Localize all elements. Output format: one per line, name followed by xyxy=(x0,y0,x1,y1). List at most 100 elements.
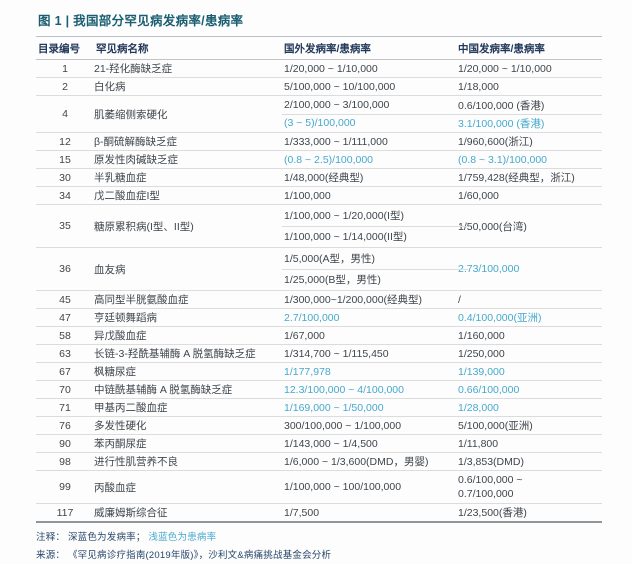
catalog-number: 67 xyxy=(59,365,71,378)
china-rate-cell: 1/960,600(浙江) xyxy=(456,134,602,149)
foreign-rate-cell: 1/5,000(A型，男性) 1/25,000(B型，男性) xyxy=(282,248,456,290)
disease-name: 长链-3-羟酰基辅酶 A 脱氢酶缺乏症 xyxy=(94,348,256,360)
disease-name: 戊二酸血症I型 xyxy=(94,190,160,202)
china-rate-cell: 1/139,000 xyxy=(456,366,602,378)
header-disease-name: 罕见病名称 xyxy=(96,42,149,55)
rate-value: 1/314,700 ~ 1/115,450 xyxy=(284,347,389,360)
china-rate-cell: 1/160,000 xyxy=(456,330,602,342)
table-row: 67 枫糖尿症 1/177,978 1/139,000 xyxy=(36,363,602,381)
foreign-rate-cell: 5/100,000 ~ 10/100,000 xyxy=(282,81,456,93)
disease-name: 高同型半胱氨酸血症 xyxy=(94,294,189,306)
disease-name: 亨廷顿舞蹈病 xyxy=(94,312,157,324)
catalog-number: 71 xyxy=(59,401,71,414)
disease-name: 丙酸血症 xyxy=(94,481,136,494)
figure-title: 图 1 | 我国部分罕见病发病率/患病率 xyxy=(38,14,244,28)
rate-value: 1/48,000(经典型) xyxy=(284,172,364,184)
china-rate-cell: 1/759,428(经典型，浙江) xyxy=(456,170,602,185)
disease-name: 异戊酸血症 xyxy=(94,330,147,342)
rate-value: 2.73/100,000 xyxy=(458,263,520,275)
china-rate-cell: / xyxy=(456,294,602,306)
rate-value: (0.8 ~ 3.1)/100,000 xyxy=(458,153,548,166)
rate-value: 2/100,000 ~ 3/100,000 xyxy=(284,99,390,111)
rate-value: 0.6/100,000 (香港) xyxy=(458,99,545,112)
rate-value: 300/100,000 ~ 1/100,000 xyxy=(284,419,402,432)
header-china-rate: 中国发病率/患病率 xyxy=(458,42,545,55)
catalog-number: 12 xyxy=(59,135,71,148)
catalog-number: 2 xyxy=(62,80,68,93)
rate-value: 1/759,428(经典型，浙江) xyxy=(458,172,575,184)
table-row: 90 苯丙酮尿症 1/143,000 ~ 1/4,500 1/11,800 xyxy=(36,435,602,453)
catalog-number: 35 xyxy=(59,220,71,232)
table-row: 2 白化病 5/100,000 ~ 10/100,000 1/18,000 xyxy=(36,78,602,96)
table-row: 36 血友病 1/5,000(A型，男性) 1/25,000(B型，男性) 2.73/1… xyxy=(36,248,602,291)
table-row: 47 亨廷顿舞蹈病 2.7/100,000 0.4/100,000(亚洲) xyxy=(36,309,602,327)
china-rate-cell: 1/28,000 xyxy=(456,402,602,414)
sub-row-divider xyxy=(282,226,468,227)
rate-value: 1/20,000 ~ 1/10,000 xyxy=(458,62,552,75)
rate-value: 1/100,000 ~ 1/20,000(I型) xyxy=(284,210,404,222)
catalog-number: 99 xyxy=(59,481,71,493)
china-rate-cell: 1/18,000 xyxy=(456,81,602,93)
header-foreign-rate: 国外发病率/患病率 xyxy=(284,42,371,55)
catalog-number: 36 xyxy=(59,263,71,275)
foreign-rate-cell: 2/100,000 ~ 3/100,000 (3 ~ 5)/100,000 xyxy=(282,96,456,132)
note-prevalence: 浅蓝色为患病率 xyxy=(148,532,217,543)
foreign-rate-cell: 300/100,000 ~ 1/100,000 xyxy=(282,420,456,432)
table-row: 15 原发性肉碱缺乏症 (0.8 ~ 2.5)/100,000 (0.8 ~ 3.1)… xyxy=(36,151,602,169)
notes-section: 注释： 深蓝色为发病率； 浅蓝色为患病率 来源： 《罕见病诊疗指南(2019年版… xyxy=(36,529,602,561)
china-rate-cell: 5/100,000(亚洲) xyxy=(456,418,602,433)
china-rate-cell: (0.8 ~ 3.1)/100,000 xyxy=(456,154,602,166)
catalog-number: 117 xyxy=(56,506,74,519)
foreign-rate-cell: 1/100,000 ~ 1/20,000(I型) 1/100,000 ~ 1/14… xyxy=(282,205,456,247)
china-rate-cell: 0.4/100,000(亚洲) xyxy=(456,310,602,325)
disease-name: 苯丙酮尿症 xyxy=(94,438,147,450)
rate-value: 3.1/100,000 (香港) xyxy=(458,117,545,130)
foreign-rate-cell: 12.3/100,000 ~ 4/100,000 xyxy=(282,384,456,396)
source-label: 来源： xyxy=(36,549,66,561)
rate-value: 1/300,000~1/200,000(经典型) xyxy=(284,294,423,306)
rate-value: 5/100,000 ~ 10/100,000 xyxy=(284,80,396,93)
note-incidence: 深蓝色为发病率； xyxy=(67,532,146,543)
rate-value: 1/11,800 xyxy=(458,437,499,450)
rate-value: 1/7,500 xyxy=(284,506,320,519)
rate-value: 1/67,000 xyxy=(284,329,325,342)
table-row: 12 β-酮硫解酶缺乏症 1/333,000 ~ 1/111,000 1/960,60… xyxy=(36,133,602,151)
rate-value: 1/50,000(台湾) xyxy=(458,220,527,233)
header-catalog-number: 目录编号 xyxy=(38,42,80,55)
catalog-number: 90 xyxy=(59,437,71,450)
rate-value: 1/177,978 xyxy=(284,365,331,378)
rate-value: 1/28,000 xyxy=(458,401,499,414)
table-row: 30 半乳糖血症 1/48,000(经典型) 1/759,428(经典型，浙江) xyxy=(36,169,602,187)
foreign-rate-cell: 1/169,000 ~ 1/50,000 xyxy=(282,402,456,414)
foreign-rate-cell: 1/177,978 xyxy=(282,366,456,378)
table-body: 1 21-羟化酶缺乏症 1/20,000 ~ 1/10,000 1/20,000 ~ … xyxy=(36,60,602,521)
table-row: 4 肌萎缩侧索硬化 2/100,000 ~ 3/100,000 (3 ~ 5)/100… xyxy=(36,96,602,133)
disease-name: 21-羟化酶缺乏症 xyxy=(94,63,173,75)
disease-name: β-酮硫解酶缺乏症 xyxy=(94,136,178,148)
catalog-number: 4 xyxy=(62,108,68,120)
foreign-rate-cell: 1/6,000 ~ 1/3,600(DMD，男婴) xyxy=(282,454,456,469)
table-row: 63 长链-3-羟酰基辅酶 A 脱氢酶缺乏症 1/314,700 ~ 1/115,4… xyxy=(36,345,602,363)
rate-value: 1/139,000 xyxy=(458,365,505,378)
foreign-rate-cell: (0.8 ~ 2.5)/100,000 xyxy=(282,154,456,166)
rate-value: 0.66/100,000 xyxy=(458,383,520,396)
table-row: 98 进行性肌营养不良 1/6,000 ~ 1/3,600(DMD，男婴) 1/3,8… xyxy=(36,453,602,471)
table-header-row: 目录编号 罕见病名称 国外发病率/患病率 中国发病率/患病率 xyxy=(36,37,602,60)
disease-name: 中链酰基辅酶 A 脱氢酶缺乏症 xyxy=(94,384,233,396)
china-rate-cell: 1/60,000 xyxy=(456,190,602,202)
foreign-rate-cell: 1/314,700 ~ 1/115,450 xyxy=(282,348,456,360)
rate-value: 0.7/100,000 xyxy=(458,488,514,500)
china-rate-cell: 1/11,800 xyxy=(456,438,602,450)
foreign-rate-cell: 1/48,000(经典型) xyxy=(282,170,456,185)
rate-value: 1/18,000 xyxy=(458,80,499,93)
catalog-number: 63 xyxy=(59,347,71,360)
china-rate-cell: 1/3,853(DMD) xyxy=(456,456,602,468)
catalog-number: 45 xyxy=(59,293,71,306)
disease-name: 半乳糖血症 xyxy=(94,172,147,184)
china-rate-cell: 1/20,000 ~ 1/10,000 xyxy=(456,63,602,75)
disease-name: 糖原累积病(I型、II型) xyxy=(94,220,194,233)
sub-row-divider xyxy=(282,269,468,270)
rate-value: / xyxy=(458,293,461,306)
foreign-rate-cell: 1/67,000 xyxy=(282,330,456,342)
